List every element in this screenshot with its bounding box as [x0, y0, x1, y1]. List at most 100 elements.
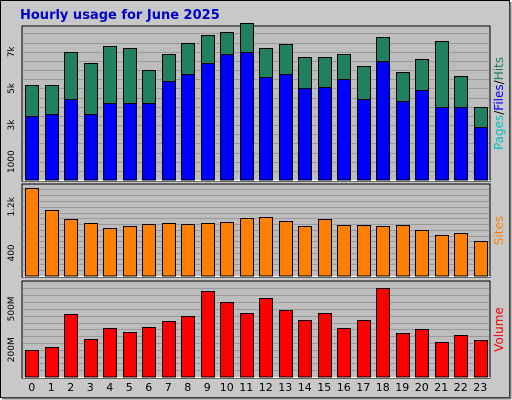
x-tick-label-7: 7: [165, 381, 172, 394]
x-tick-label-8: 8: [184, 381, 191, 394]
x-tick-label-3: 3: [87, 381, 94, 394]
bar-volume-4: [103, 328, 117, 378]
bar-files-6: [142, 103, 156, 181]
bar-volume-19: [396, 333, 410, 378]
panel-sites: 400 1.2k Sites: [7, 183, 506, 278]
bar-sites-17: [357, 225, 371, 277]
bar-sites-19: [396, 225, 410, 277]
bar-files-12: [259, 77, 273, 181]
bar-sites-15: [318, 219, 332, 277]
y-tick-label: 3k: [7, 119, 17, 131]
legend-entry: /: [492, 79, 506, 84]
x-tick-label-15: 15: [317, 381, 331, 394]
bar-volume-11: [240, 313, 254, 378]
bar-files-17: [357, 99, 371, 181]
y-tick-label: 7k: [7, 46, 17, 58]
bar-sites-11: [240, 218, 254, 277]
legend-entry: Volume: [492, 307, 506, 352]
legend-sites: Sites: [492, 216, 506, 245]
bar-volume-13: [279, 310, 293, 378]
bar-volume-22: [454, 335, 468, 378]
bar-sites-22: [454, 233, 468, 277]
bar-files-10: [220, 54, 234, 181]
chart-title: Hourly usage for June 2025: [20, 8, 220, 23]
x-tick-label-21: 21: [434, 381, 448, 394]
bar-sites-7: [162, 223, 176, 277]
bar-files-4: [103, 103, 117, 181]
bar-files-16: [337, 79, 351, 181]
bar-volume-8: [181, 316, 195, 378]
bar-sites-14: [298, 226, 312, 277]
bar-volume-3: [84, 339, 98, 378]
bar-files-14: [298, 88, 312, 181]
legend-volume: Volume: [492, 307, 506, 352]
x-tick-label-0: 0: [28, 381, 35, 394]
y-tick-label: 500M: [7, 296, 17, 321]
bar-sites-18: [376, 226, 390, 277]
bar-volume-18: [376, 288, 390, 378]
bar-sites-23: [474, 241, 488, 277]
y-tick-label: 5k: [7, 82, 17, 94]
x-tick-label-4: 4: [106, 381, 113, 394]
bar-volume-14: [298, 320, 312, 378]
legend-entry: Pages: [492, 115, 506, 150]
legend-entry: Hits: [492, 57, 506, 80]
bar-volume-20: [415, 329, 429, 378]
bar-sites-2: [64, 219, 78, 277]
y-tick-label: 400: [7, 244, 17, 261]
bar-sites-8: [181, 224, 195, 277]
bar-files-9: [201, 63, 215, 181]
bar-volume-0: [25, 350, 39, 378]
bar-files-0: [25, 116, 39, 181]
bar-volume-7: [162, 321, 176, 378]
x-tick-label-17: 17: [356, 381, 370, 394]
bar-files-5: [123, 103, 137, 181]
bar-volume-23: [474, 340, 488, 378]
x-tick-label-1: 1: [48, 381, 55, 394]
y-tick-label: 1.2k: [7, 196, 17, 216]
plot-area-pages-files-hits: [21, 25, 491, 182]
bar-volume-10: [220, 302, 234, 378]
bar-files-1: [45, 114, 59, 181]
bar-sites-3: [84, 223, 98, 277]
bar-sites-9: [201, 223, 215, 277]
bar-files-23: [474, 127, 488, 181]
bar-sites-12: [259, 217, 273, 277]
bar-files-20: [415, 90, 429, 181]
bar-files-18: [376, 61, 390, 181]
bar-volume-17: [357, 320, 371, 378]
x-tick-label-18: 18: [376, 381, 390, 394]
x-tick-label-11: 11: [239, 381, 253, 394]
legend-entry: /: [492, 110, 506, 115]
bar-files-11: [240, 52, 254, 181]
bar-volume-12: [259, 298, 273, 378]
bar-volume-5: [123, 332, 137, 378]
x-tick-label-19: 19: [395, 381, 409, 394]
bar-sites-0: [25, 188, 39, 277]
bar-sites-20: [415, 230, 429, 277]
bar-sites-5: [123, 226, 137, 277]
bar-files-3: [84, 114, 98, 181]
x-tick-label-9: 9: [204, 381, 211, 394]
legend-pages-files-hits: Pages/Files/Hits: [492, 57, 506, 150]
y-tick-label: 1000: [7, 150, 17, 173]
bar-files-2: [64, 99, 78, 181]
panel-pages-files-hits: 1000 3k 5k 7k Pages/Files/Hits: [7, 23, 506, 182]
x-tick-label-10: 10: [220, 381, 234, 394]
x-tick-label-5: 5: [126, 381, 133, 394]
bar-files-22: [454, 107, 468, 181]
bar-files-21: [435, 107, 449, 181]
x-tick-label-6: 6: [145, 381, 152, 394]
x-tick-label-20: 20: [415, 381, 429, 394]
bar-volume-6: [142, 327, 156, 378]
bar-sites-16: [337, 225, 351, 277]
bar-files-15: [318, 87, 332, 181]
bar-volume-9: [201, 291, 215, 378]
bar-volume-2: [64, 314, 78, 378]
bar-volume-15: [318, 313, 332, 378]
bar-sites-4: [103, 228, 117, 277]
x-tick-label-2: 2: [67, 381, 74, 394]
panel-volume: 200M 500M Volume: [7, 280, 506, 379]
bar-sites-10: [220, 222, 234, 277]
